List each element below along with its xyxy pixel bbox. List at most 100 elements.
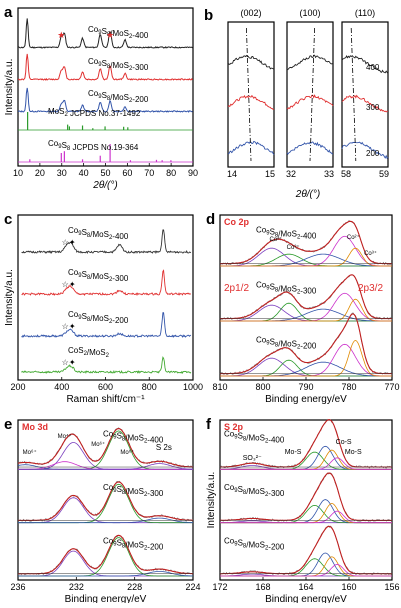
peak-guide	[246, 27, 252, 162]
sample-label: Co9S8/MoS2-200	[224, 536, 285, 551]
spin-orbit-label: 2p3/2	[358, 283, 383, 294]
x-tick-label: 600	[98, 382, 113, 392]
peak-guide	[350, 27, 357, 162]
series-line	[286, 141, 334, 155]
series-line	[17, 18, 193, 49]
fit-envelope	[17, 428, 193, 468]
x-axis-label: 2θ/(°)	[92, 180, 117, 191]
component-peak	[220, 457, 392, 470]
panel-a: a 10 20 30 40 50 60 70 80 90 2θ/(°) Intensity/a.u. C…	[4, 4, 198, 191]
sample-label: Co9S8/MoS2-300	[103, 483, 164, 498]
sample-label: Co9S8/MoS2-200	[256, 335, 317, 350]
x-tick-label: 33	[324, 169, 334, 179]
component-peak	[220, 556, 392, 577]
peak-star: ★	[106, 30, 114, 40]
peak-label: Mo⁶⁺	[91, 441, 105, 448]
core-level-tag: S 2p	[224, 422, 244, 432]
series-line	[341, 141, 389, 160]
sample-label: Co9S8/MoS2-400	[224, 430, 285, 445]
peak-label: Mo⁴⁺	[58, 433, 72, 440]
x-tick-label: 14	[227, 169, 237, 179]
marker-diamond: ✦	[69, 322, 76, 331]
raw-spectrum	[219, 472, 393, 522]
peak-label: Co-S	[336, 439, 352, 446]
marker-star: ☆	[62, 358, 69, 367]
series-label: Co9S8/MoS2-200	[68, 310, 129, 325]
component-peak	[220, 510, 392, 524]
reference-label: Co9S8 JCPDS No.19-364	[48, 139, 139, 152]
panel-letter: d	[206, 211, 215, 228]
x-tick-label: 800	[142, 382, 157, 392]
x-tick-label: 160	[341, 582, 356, 592]
x-tick-label: 40	[79, 168, 89, 178]
plot-frame	[219, 419, 393, 581]
peak-label: Co²⁺	[269, 236, 282, 243]
plot-frame	[341, 21, 389, 168]
series-line	[227, 94, 275, 111]
plane-label: (002)	[240, 8, 261, 18]
x-tick-label: 70	[144, 168, 154, 178]
fit-envelope	[220, 525, 392, 575]
panel-e: e 236 232 228 224 Binding energy/eV Mo 3d Co9S8…	[4, 416, 201, 605]
series-label: Co9S8/MoS2-400	[88, 25, 149, 40]
x-tick-label: 156	[384, 582, 399, 592]
x-tick-label: 172	[212, 582, 227, 592]
series-line	[21, 229, 192, 255]
peak-label: Co³⁺	[287, 244, 300, 251]
raw-spectrum	[219, 525, 393, 576]
plane-label: (100)	[299, 8, 320, 18]
peak-label: S 2s	[156, 443, 172, 452]
x-tick-label: 224	[185, 582, 200, 592]
sample-label: Co9S8/MoS2-400	[256, 225, 317, 240]
series-line	[286, 94, 334, 110]
component-peak	[220, 247, 392, 267]
x-tick-label: 15	[265, 169, 275, 179]
marker-star: ☆	[62, 322, 69, 331]
x-tick-label: 20	[35, 168, 45, 178]
panel-letter: a	[4, 4, 13, 21]
x-tick-label: 168	[255, 582, 270, 592]
panel-c: c 200 400 600 800 1000 Raman shift/cm⁻¹ Intensi…	[4, 211, 203, 405]
series-label: Co9S8/MoS2-400	[68, 226, 129, 241]
peak-label: Mo-S	[345, 449, 362, 456]
fit-envelope	[220, 220, 392, 265]
peak-star: ★	[57, 30, 65, 40]
y-axis-label: Intensity/a.u.	[4, 59, 15, 116]
x-axis-label: Raman shift/cm⁻¹	[66, 394, 145, 405]
panel-letter: c	[4, 211, 12, 228]
sample-label: Co9S8/MoS2-300	[256, 280, 317, 295]
fit-envelope	[18, 481, 193, 521]
x-tick-label: 228	[127, 582, 142, 592]
marker-star: ☆	[62, 238, 69, 247]
series-line	[286, 54, 334, 71]
x-tick-label: 32	[286, 169, 296, 179]
marker-diamond: ✦	[69, 280, 76, 289]
marker-diamond: ✦	[69, 238, 76, 247]
plot-frame	[227, 21, 275, 168]
series-line	[227, 140, 275, 155]
peak-label: Co³⁺	[364, 250, 377, 257]
component-peak	[18, 517, 193, 524]
x-axis-label: Binding energy/eV	[265, 594, 347, 603]
x-tick-label: 80	[166, 168, 176, 178]
series-line	[21, 312, 192, 338]
peak-guide	[309, 27, 315, 162]
series-label: 400	[366, 63, 380, 72]
series-line	[341, 94, 389, 113]
x-tick-label: 790	[298, 382, 313, 392]
fit-envelope	[18, 534, 193, 575]
x-tick-label: 770	[384, 382, 399, 392]
fit-envelope	[220, 274, 392, 320]
x-axis-label: 2θ/(°)	[295, 189, 320, 200]
panel-d: d 810 800 790 780 770 Binding energy/eV Co 2p Co…	[206, 211, 400, 405]
sample-label: Co9S8/MoS2-200	[103, 536, 164, 551]
peak-label: SO₃²⁻	[243, 455, 262, 462]
core-level-tag: Mo 3d	[22, 422, 48, 432]
x-tick-label: 10	[13, 168, 23, 178]
peak-label: Mo⁶⁺	[120, 449, 134, 456]
x-tick-label: 60	[122, 168, 132, 178]
y-axis-label: Intensity/a.u.	[4, 269, 15, 326]
x-tick-label: 780	[341, 382, 356, 392]
panel-letter: e	[4, 416, 12, 433]
